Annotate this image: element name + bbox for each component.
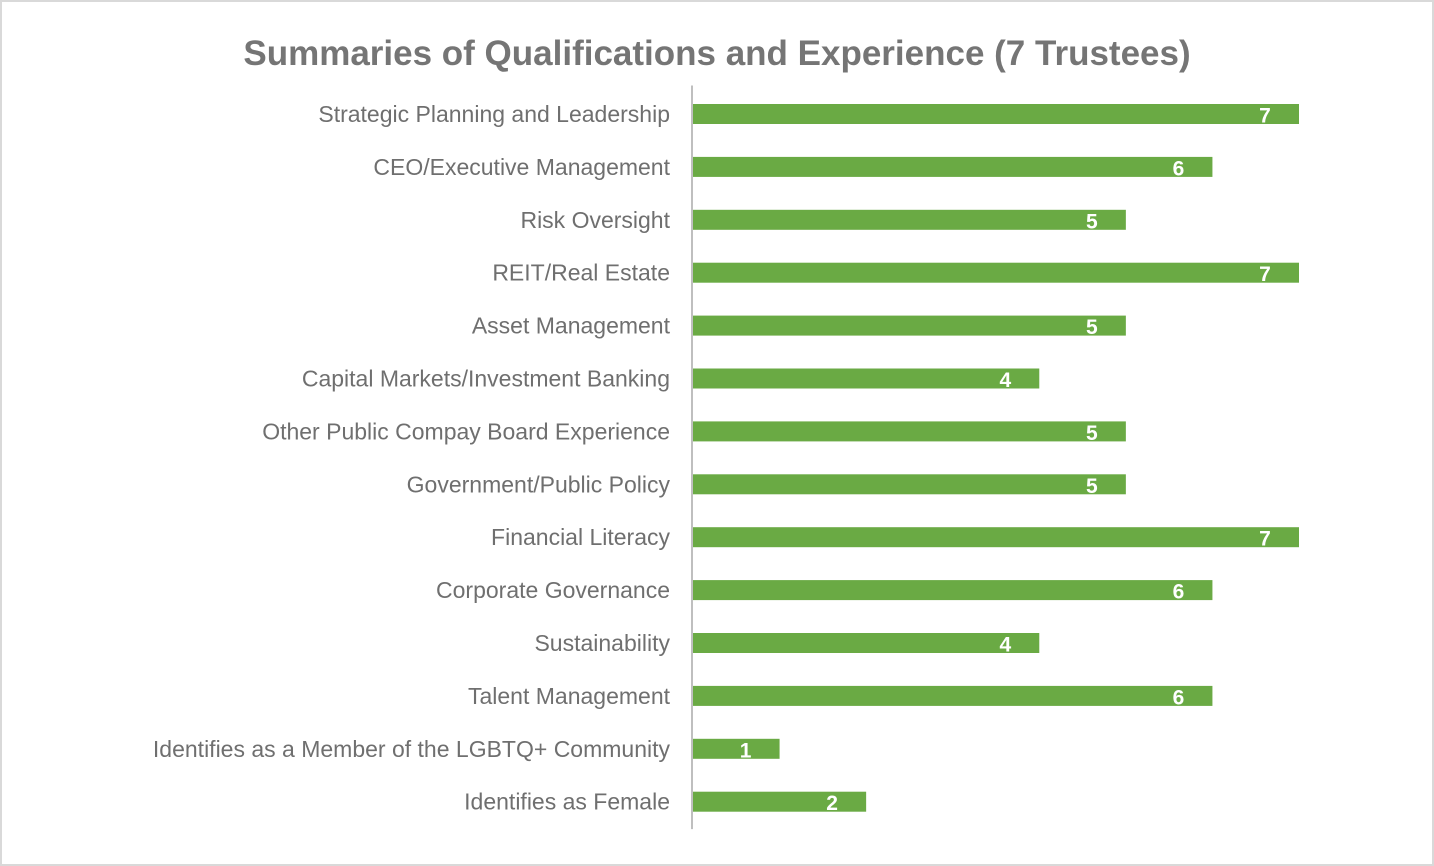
bar [693, 421, 1126, 442]
category-label: Sustainability [534, 630, 670, 656]
bar [693, 791, 867, 812]
bar [693, 633, 1040, 653]
category-label: CEO/Executive Management [373, 154, 670, 180]
bar [693, 474, 1126, 495]
data-label: 6 [1173, 581, 1185, 604]
bar [693, 262, 1299, 283]
data-labels-layer: 7 6 5 7 5 4 5 5 7 6 4 6 1 2 [740, 105, 1271, 816]
category-label: Other Public Compay Board Experience [262, 418, 670, 444]
bar [693, 156, 1213, 177]
category-label: Asset Management [472, 313, 671, 339]
bar [693, 368, 1040, 389]
category-label: Financial Literacy [491, 524, 670, 550]
category-label: Government/Public Policy [407, 471, 671, 497]
data-label: 4 [999, 369, 1011, 392]
category-label: Identifies as Female [464, 789, 670, 815]
data-label: 5 [1086, 475, 1098, 498]
category-label: Capital Markets/Investment Banking [302, 366, 670, 392]
data-label: 7 [1259, 263, 1271, 286]
data-label: 7 [1259, 528, 1271, 551]
bar [693, 104, 1299, 124]
data-label: 7 [1259, 105, 1271, 128]
category-label: Corporate Governance [436, 577, 670, 603]
bar [693, 209, 1126, 230]
data-label: 6 [1173, 686, 1185, 709]
data-label: 6 [1173, 157, 1185, 180]
bar [693, 315, 1126, 336]
bar [693, 738, 780, 759]
bar [693, 527, 1299, 548]
bar [693, 685, 1213, 706]
category-label: Risk Oversight [520, 207, 670, 233]
category-label: REIT/Real Estate [492, 260, 670, 286]
category-label: Talent Management [468, 683, 671, 709]
bars-layer [693, 104, 1299, 812]
category-label: Identifies as a Member of the LGBTQ+ Com… [153, 736, 671, 762]
data-label: 5 [1086, 422, 1098, 445]
bar [693, 580, 1213, 601]
data-label: 1 [740, 739, 752, 762]
data-label: 5 [1086, 210, 1098, 233]
category-labels-layer: Strategic Planning and Leadership CEO/Exe… [153, 101, 671, 815]
data-label: 5 [1086, 316, 1098, 339]
category-label: Strategic Planning and Leadership [318, 101, 670, 127]
data-label: 2 [826, 792, 838, 815]
chart-title: Summaries of Qualifications and Experien… [243, 34, 1191, 73]
data-label: 4 [999, 634, 1011, 657]
